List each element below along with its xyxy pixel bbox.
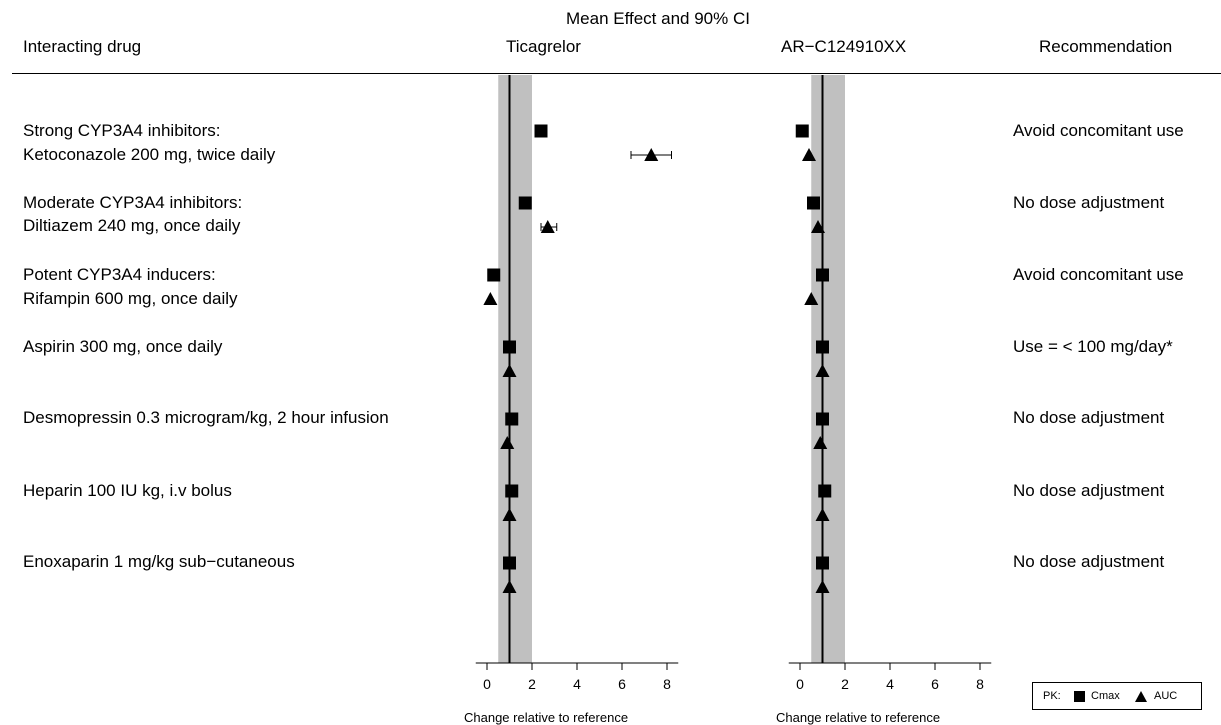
x-tick-label: 4	[573, 676, 581, 692]
legend: PK: Cmax AUC	[1032, 682, 1202, 710]
x-tick-label: 0	[796, 676, 804, 692]
reference-band	[811, 75, 845, 663]
recommendation-text: No dose adjustment	[1013, 408, 1165, 427]
cmax-marker	[818, 484, 832, 498]
auc-marker	[502, 364, 517, 377]
auc-marker	[815, 364, 830, 377]
auc-marker	[500, 436, 515, 449]
cmax-marker	[487, 268, 501, 282]
auc-marker	[540, 220, 555, 233]
auc-marker	[644, 148, 659, 161]
x-axis-title-left: Change relative to reference	[464, 710, 629, 725]
cmax-square-icon	[1074, 691, 1085, 702]
drug-label-line: Rifampin 600 mg, once daily	[23, 289, 238, 308]
cmax-marker	[816, 412, 829, 426]
cmax-marker	[505, 484, 519, 498]
header-interacting-drug: Interacting drug	[23, 37, 142, 56]
auc-marker	[813, 436, 828, 449]
auc-marker	[804, 292, 819, 305]
x-tick-label: 0	[483, 676, 491, 692]
x-axis-title-right: Change relative to reference	[776, 710, 941, 725]
drug-label-line: Aspirin 300 mg, once daily	[23, 337, 223, 356]
x-tick-label: 4	[886, 676, 894, 692]
auc-marker	[815, 580, 830, 593]
header-recommendation: Recommendation	[1039, 37, 1173, 56]
auc-triangle-icon	[1135, 691, 1147, 702]
drug-label-line: Moderate CYP3A4 inhibitors:	[23, 193, 243, 212]
legend-cmax-label: Cmax	[1091, 690, 1120, 702]
auc-marker	[502, 580, 517, 593]
cmax-marker	[503, 556, 516, 570]
drug-label-line: Enoxaparin 1 mg/kg sub−cutaneous	[23, 552, 295, 571]
recommendation-text: No dose adjustment	[1013, 193, 1165, 212]
x-tick-label: 6	[618, 676, 626, 692]
drug-label-line: Ketoconazole 200 mg, twice daily	[23, 145, 276, 164]
header-divider	[12, 73, 1221, 74]
cmax-marker	[795, 124, 809, 138]
cmax-marker	[518, 196, 532, 210]
drug-label-line: Heparin 100 IU kg, i.v bolus	[23, 481, 232, 500]
recommendation-text: Avoid concomitant use	[1013, 121, 1184, 140]
header-mean-effect: Mean Effect and 90% CI	[566, 9, 750, 28]
auc-marker	[815, 508, 830, 521]
legend-auc-label: AUC	[1154, 690, 1178, 702]
drug-label-line: Diltiazem 240 mg, once daily	[23, 216, 241, 235]
cmax-marker	[503, 340, 516, 354]
auc-marker	[811, 220, 825, 233]
panel-title-ticagrelor: Ticagrelor	[506, 37, 581, 56]
x-tick-label: 6	[931, 676, 939, 692]
drug-label-line: Desmopressin 0.3 microgram/kg, 2 hour in…	[23, 408, 389, 427]
auc-marker	[802, 148, 816, 161]
recommendation-text: Avoid concomitant use	[1013, 265, 1184, 284]
x-tick-label: 2	[841, 676, 849, 692]
cmax-marker	[816, 340, 829, 354]
legend-prefix: PK:	[1043, 690, 1061, 702]
x-tick-label: 2	[528, 676, 536, 692]
cmax-marker	[816, 556, 829, 570]
cmax-marker	[816, 268, 829, 282]
recommendation-text: Use = < 100 mg/day*	[1013, 337, 1173, 356]
cmax-marker	[505, 412, 519, 426]
recommendation-text: No dose adjustment	[1013, 481, 1165, 500]
cmax-marker	[807, 196, 820, 210]
auc-marker	[483, 292, 498, 305]
cmax-marker	[534, 124, 548, 138]
recommendation-text: No dose adjustment	[1013, 552, 1165, 571]
drug-label-line: Potent CYP3A4 inducers:	[23, 265, 216, 284]
auc-marker	[502, 508, 517, 521]
panel-title-metabolite: AR−C124910XX	[781, 37, 907, 56]
x-tick-label: 8	[663, 676, 671, 692]
x-tick-label: 8	[976, 676, 984, 692]
reference-band	[498, 75, 532, 663]
drug-label-line: Strong CYP3A4 inhibitors:	[23, 121, 221, 140]
